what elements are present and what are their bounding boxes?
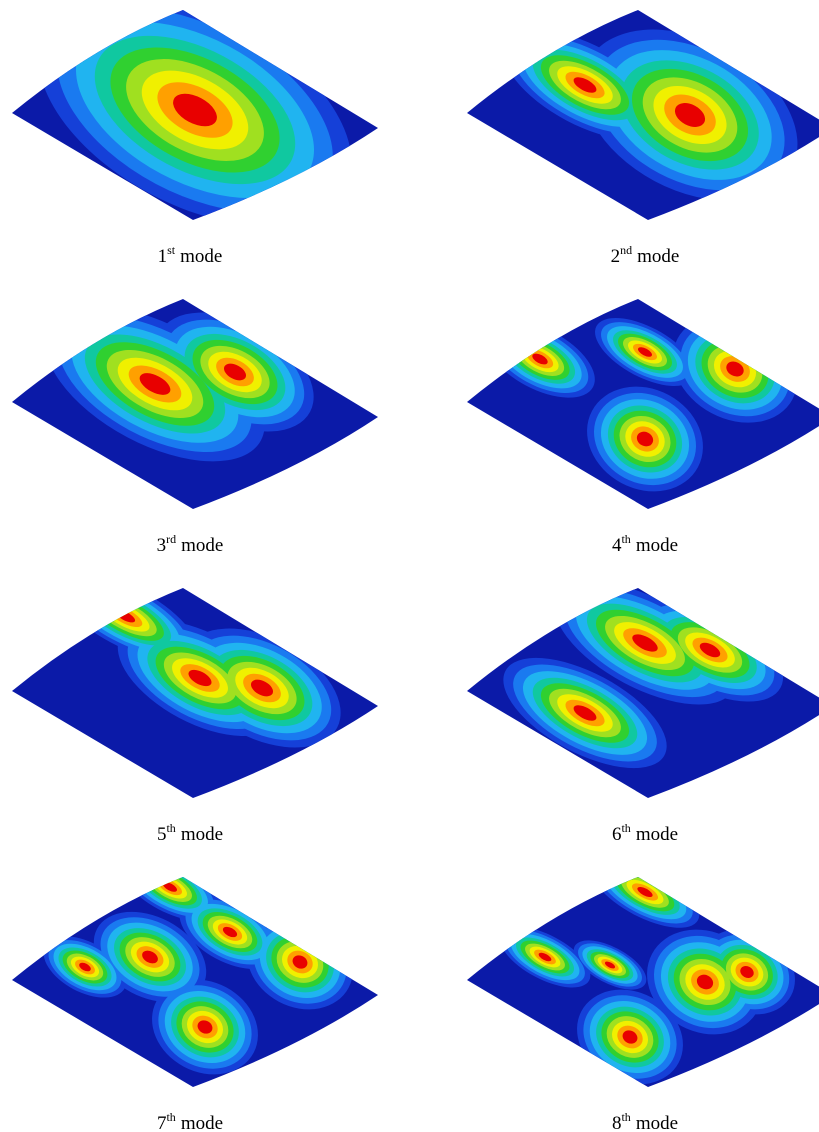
caption-number: 5 <box>157 824 167 845</box>
contours <box>34 839 370 1092</box>
caption-word: mode <box>181 824 223 845</box>
figure: 1stmode2ndmode3rdmode4thmode5thmode6thmo… <box>0 0 819 1132</box>
caption-word: mode <box>636 824 678 845</box>
caption-suffix: th <box>621 1110 630 1124</box>
caption-suffix: th <box>166 1110 175 1124</box>
caption-number: 6 <box>612 824 622 845</box>
caption-suffix: nd <box>620 243 632 257</box>
caption-word: mode <box>636 1113 678 1132</box>
caption-suffix: th <box>621 821 630 835</box>
caption-word: mode <box>637 246 679 267</box>
caption-word: mode <box>636 535 678 556</box>
caption-number: 4 <box>612 535 622 556</box>
caption-word: mode <box>181 1113 223 1132</box>
caption-suffix: th <box>621 532 630 546</box>
caption-word: mode <box>181 535 223 556</box>
page: {"figure": {"modes": [ {"number": "1", "… <box>0 0 819 1132</box>
caption-word: mode <box>180 246 222 267</box>
caption-number: 1 <box>158 246 168 267</box>
caption-number: 8 <box>612 1113 622 1132</box>
caption-suffix: st <box>167 243 176 257</box>
caption-suffix: th <box>166 821 175 835</box>
caption-number: 3 <box>157 535 167 556</box>
contours <box>491 842 810 1103</box>
caption-suffix: rd <box>166 532 176 546</box>
caption-number: 2 <box>611 246 621 267</box>
caption-number: 7 <box>157 1113 167 1132</box>
